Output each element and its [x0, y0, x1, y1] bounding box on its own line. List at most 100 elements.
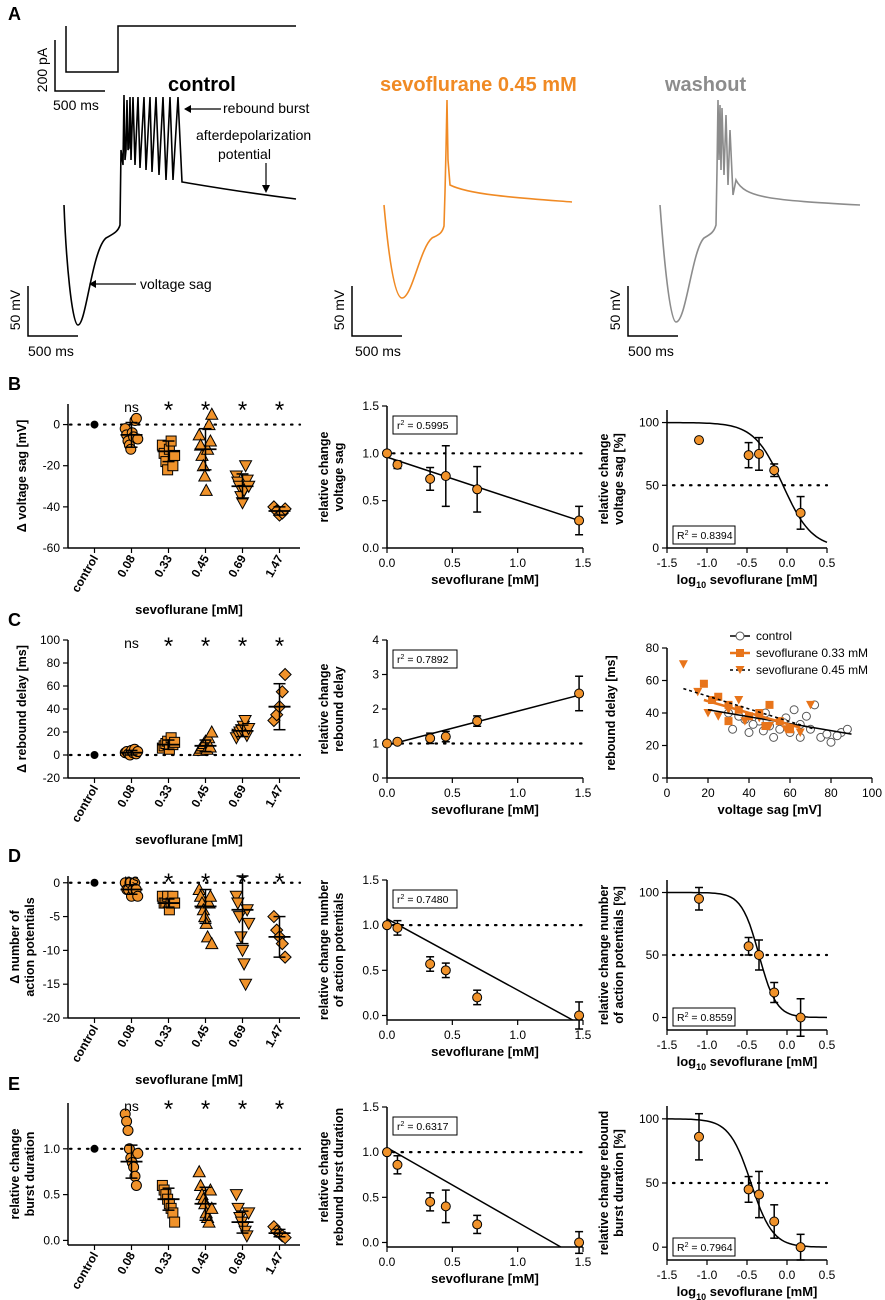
- data-point: [472, 484, 483, 495]
- significance-ns: ns: [124, 399, 139, 415]
- data-point: [203, 1182, 218, 1196]
- x-tick-label: 1.5: [575, 786, 592, 800]
- y-tick-label: 50: [646, 1176, 660, 1190]
- x-axis-label: log10 sevoflurane [mM]: [677, 572, 818, 590]
- data-point: [121, 1115, 133, 1127]
- sevo-033-point: [724, 700, 733, 709]
- data-point: [203, 433, 218, 447]
- y-tick-label: 0.0: [362, 1235, 379, 1249]
- significance-star: *: [164, 1096, 173, 1123]
- panel-letter-b: B: [8, 374, 21, 394]
- r-squared-label: r2 = 0.7892: [397, 654, 449, 666]
- y-tick-label: -40: [43, 500, 61, 514]
- sevo-033-point: [765, 700, 774, 709]
- sevo-045-point: [806, 700, 815, 710]
- x-tick-label: 0.69: [225, 552, 249, 580]
- current-step-trace: [54, 25, 296, 92]
- significance-star: *: [201, 633, 210, 660]
- data-point: [694, 1131, 704, 1142]
- data-point: [90, 878, 99, 887]
- chart-action-potentials-dose-response: -1.5 -1.0 -0.5 0.0 0.5 0 50 100 log10 sevofluran…: [597, 880, 836, 1072]
- data-point: [574, 688, 585, 699]
- sevo-033-point: [714, 692, 723, 701]
- y-tick-label: 0.5: [362, 1190, 379, 1204]
- sevo-033-point: [786, 725, 794, 734]
- y-axis-label: relative change: [317, 1131, 331, 1222]
- sevo-045-point: [740, 717, 750, 726]
- data-point: [204, 407, 219, 420]
- x-tick-label: -1.0: [697, 1268, 718, 1282]
- y-tick-label: 40: [646, 706, 660, 720]
- y-tick-label: 0: [652, 541, 659, 555]
- data-point: [132, 746, 144, 758]
- y-axis-label: Δ rebound delay [ms]: [15, 645, 29, 773]
- x-tick-label: 0.08: [114, 552, 138, 580]
- data-point: [132, 890, 144, 902]
- sevo-045-point: [781, 725, 791, 734]
- x-tick-label: 0.45: [188, 552, 212, 580]
- x-axis-label: sevoflurane [mM]: [431, 802, 539, 817]
- y-tick-label: 100: [40, 633, 60, 647]
- y-tick-label: 0: [652, 1011, 659, 1025]
- data-point: [795, 1012, 806, 1023]
- x-tick-label: -1.5: [657, 556, 678, 570]
- chart-voltage-sag-scatter: -60 -40 -20 0 control 0.08 ns 0.33 * 0.45 * 0.69 * 1.…: [15, 397, 302, 617]
- x-axis-label: log10 sevoflurane [mM]: [677, 1054, 818, 1072]
- x-tick-label: 20: [701, 786, 715, 800]
- x-tick-label: control: [69, 553, 101, 595]
- y-tick-label: -20: [43, 771, 61, 785]
- data-point: [169, 736, 181, 748]
- control-point: [842, 724, 852, 734]
- data-point: [472, 716, 483, 727]
- panel-letter-e: E: [8, 1074, 20, 1094]
- data-point: [574, 1237, 585, 1248]
- data-point: [237, 958, 251, 971]
- significance-star: *: [275, 397, 284, 424]
- r-squared-box: [672, 1007, 736, 1027]
- legend-marker-sevo-045: [735, 666, 745, 674]
- data-point: [196, 458, 211, 472]
- significance-star: *: [164, 397, 173, 424]
- data-point: [425, 959, 436, 969]
- y-tick-label: 1.5: [362, 873, 379, 887]
- data-point: [769, 987, 780, 998]
- r-squared-box: [392, 1116, 458, 1136]
- sevo-045-point: [765, 722, 774, 731]
- data-point: [574, 515, 585, 526]
- chart-burst-duration-regression: 0.0 0.5 1.0 1.5 0.0 0.5 1.0 1.5 sevoflurane [mM]…: [317, 1100, 592, 1286]
- data-point: [392, 459, 403, 470]
- y-tick-label: 0: [372, 771, 379, 785]
- data-point: [382, 448, 392, 459]
- y-tick-label: 100: [639, 416, 659, 430]
- control-point: [748, 719, 758, 729]
- significance-star: *: [238, 633, 247, 660]
- data-point: [472, 1219, 483, 1230]
- x-tick-label: 1.0: [509, 1028, 526, 1042]
- x-tick-label: 0.0: [779, 1038, 796, 1052]
- data-point: [241, 723, 256, 736]
- x-tick-label: 0.0: [379, 1028, 396, 1042]
- regression-line: [386, 456, 580, 522]
- data-point: [202, 1215, 216, 1228]
- data-point: [204, 724, 219, 738]
- x-tick-label: 100: [862, 786, 882, 800]
- arrowhead-voltage-sag: [89, 280, 96, 288]
- data-point: [199, 483, 214, 496]
- data-point: [240, 474, 255, 488]
- y-tick-label: 100: [639, 1112, 659, 1126]
- x-tick-label: control: [69, 783, 101, 825]
- x-tick-label: 0.5: [819, 556, 836, 570]
- data-point: [440, 965, 451, 976]
- r-squared-label: r2 = 0.5995: [397, 420, 449, 432]
- data-point: [425, 473, 436, 484]
- data-point: [204, 1201, 219, 1214]
- y-axis-label: of action potentials [%]: [612, 886, 626, 1024]
- data-point: [231, 1202, 245, 1216]
- y-tick-label: 2: [372, 702, 379, 716]
- r-squared-box: [672, 1237, 736, 1257]
- x-tick-label: 0.0: [379, 1255, 396, 1269]
- r-squared-label: r2 = 0.7480: [397, 894, 449, 906]
- sevo-033-point: [708, 696, 717, 704]
- y-tick-label: 0: [53, 748, 60, 762]
